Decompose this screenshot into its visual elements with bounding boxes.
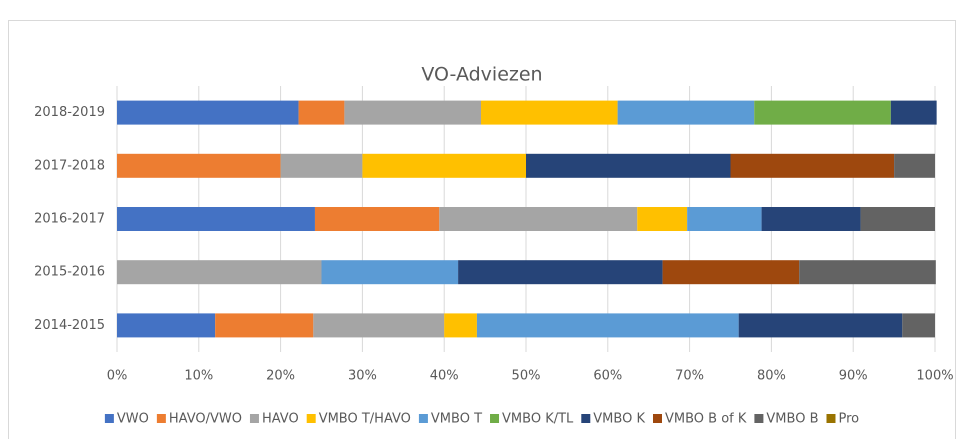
bar-segment	[117, 100, 299, 125]
legend-swatch	[490, 414, 500, 423]
bar-segment	[799, 260, 936, 285]
bar-segment	[761, 207, 861, 231]
x-tick-label: 70%	[675, 369, 704, 384]
legend-swatch	[652, 414, 662, 423]
x-tick-label: 20%	[266, 369, 295, 384]
y-tick-label: 2016-2017	[34, 212, 105, 227]
bar-segment	[117, 313, 216, 338]
bar-segment	[890, 100, 937, 125]
bar-segment	[362, 153, 526, 178]
legend-label: VWO	[117, 412, 149, 427]
legend-label: VMBO B	[766, 412, 818, 427]
x-tick-label: 10%	[184, 369, 213, 384]
bar-segment	[860, 207, 935, 231]
y-tick-label: 2018-2019	[34, 105, 105, 120]
legend-swatch	[581, 414, 591, 423]
legend-swatch	[156, 414, 166, 423]
bar-segment	[458, 260, 663, 285]
legend-swatch	[754, 414, 764, 423]
bar-segment	[526, 153, 731, 178]
x-tick-label: 80%	[757, 369, 786, 384]
x-tick-label: 100%	[916, 369, 953, 384]
bar-segment	[738, 313, 903, 338]
legend-swatch	[104, 414, 114, 423]
legend: VWO HAVO/VWO HAVO VMBO T/HAVO VMBO T VMBO K/T…	[104, 412, 859, 427]
legend-label: HAVO/VWO	[169, 412, 242, 427]
legend-swatch	[306, 414, 316, 423]
bar-segment	[730, 153, 895, 178]
legend-label: VMBO K/TL	[502, 412, 574, 427]
bar-segment	[617, 100, 755, 125]
bar-segment	[444, 313, 477, 338]
legend-label: VMBO B of K	[665, 412, 747, 427]
x-tick-label: 40%	[430, 369, 459, 384]
x-tick-label: 60%	[593, 369, 622, 384]
legend-swatch	[826, 414, 836, 423]
legend-label: Pro	[838, 412, 859, 427]
legend-label: HAVO	[262, 412, 299, 427]
x-tick-label: 30%	[348, 369, 377, 384]
bar-segment	[687, 207, 762, 231]
bar-segment	[280, 153, 363, 178]
x-tick-label: 0%	[107, 369, 128, 384]
bar-segment	[314, 207, 440, 231]
legend-swatch	[418, 414, 428, 423]
bar-segment	[321, 260, 459, 285]
bar-segment	[117, 153, 281, 178]
y-tick-label: 2017-2018	[34, 158, 105, 173]
bar-segment	[662, 260, 800, 285]
x-tick-label: 50%	[512, 369, 541, 384]
bar-segment	[637, 207, 688, 231]
y-tick-label: 2014-2015	[34, 318, 105, 333]
bar-segment	[481, 100, 618, 125]
bar-segment	[902, 313, 935, 338]
bar-segment	[894, 153, 935, 178]
bar-segment	[298, 100, 345, 125]
bar-segment	[344, 100, 482, 125]
bar-segment	[117, 207, 315, 231]
bar-segment	[313, 313, 445, 338]
x-tick-label: 90%	[839, 369, 868, 384]
bar-segment	[754, 100, 891, 125]
legend-label: VMBO T/HAVO	[319, 412, 411, 427]
legend-label: VMBO T	[431, 412, 482, 427]
chart-title: VO-Adviezen	[421, 64, 542, 86]
bar-segment	[476, 313, 739, 338]
legend-swatch	[249, 414, 259, 423]
bar-segment	[215, 313, 314, 338]
y-tick-label: 2015-2016	[34, 265, 105, 280]
bar-segment	[117, 260, 322, 285]
legend-label: VMBO K	[593, 412, 645, 427]
bar-segment	[439, 207, 638, 231]
